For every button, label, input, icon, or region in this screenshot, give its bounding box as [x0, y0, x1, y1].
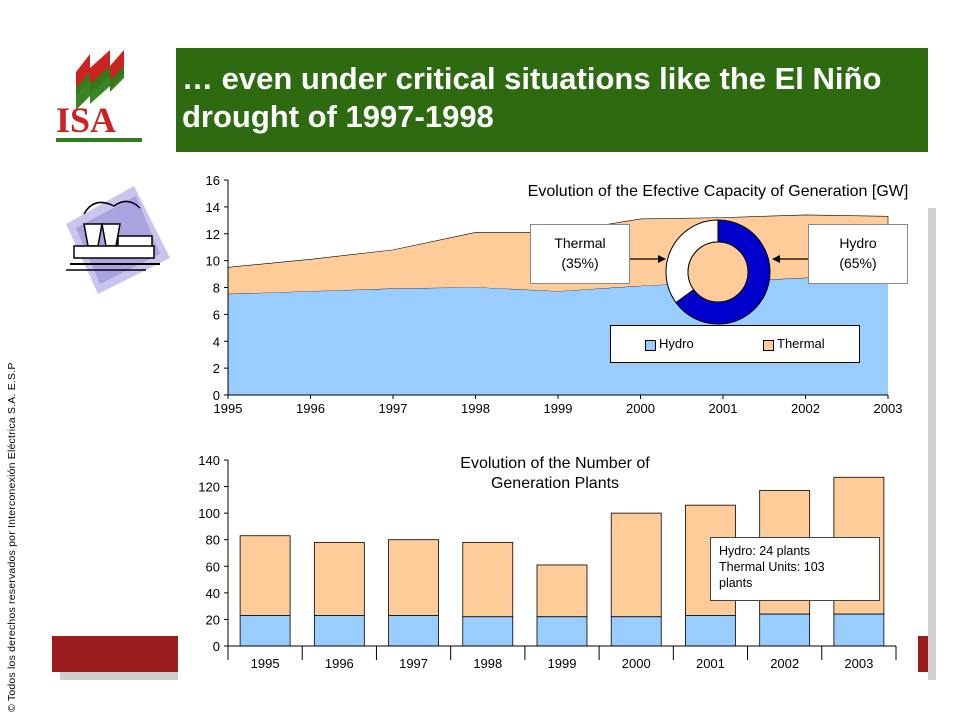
- hydro-annotation-line1: Hydro: [839, 235, 877, 251]
- chart1-y-tick-label: 4: [213, 334, 220, 349]
- chart1-y-tick-label: 6: [213, 307, 220, 322]
- chart1-x-tick-label: 2003: [874, 401, 903, 416]
- title-bar: [176, 48, 928, 152]
- chart1-y-tick-label: 10: [206, 254, 220, 269]
- bar-thermal: [239, 535, 291, 616]
- bar-hydro: [759, 613, 811, 647]
- chart2-x-tick-label: 1998: [473, 656, 502, 671]
- chart1-x-tick-label: 1996: [296, 401, 325, 416]
- bar-hydro: [388, 615, 439, 647]
- decor-shadow-right: [928, 208, 936, 680]
- chart2-y-tick-label: 40: [206, 586, 220, 601]
- isa-logo-icon: ISA: [56, 50, 142, 142]
- chart1-x-tick-label: 1999: [544, 401, 573, 416]
- legend-thermal-swatch: [763, 340, 774, 351]
- bar-hydro: [685, 615, 736, 647]
- legend-hydro-swatch: [645, 340, 656, 351]
- chart2-x-tick-label: 2002: [770, 656, 799, 671]
- chart1-y-tick-label: 2: [213, 361, 220, 376]
- chart1-legend: Hydro Thermal: [610, 325, 860, 363]
- chart1-x-tick-label: 2002: [791, 401, 820, 416]
- chart2-title-line2: Generation Plants: [491, 475, 619, 492]
- thermal-arrowhead: [658, 255, 666, 263]
- capacity-area-chart: Evolution of the Efective Capacity of Ge…: [206, 173, 909, 416]
- legend-thermal-label: Thermal: [777, 336, 825, 351]
- plants-annotation-line3: plants: [719, 576, 753, 590]
- chart2-y-tick-label: 140: [198, 453, 220, 468]
- chart2-title-line1: Evolution of the Number of: [460, 455, 650, 472]
- plants-annotation-line1: Hydro: 24 plants: [719, 544, 811, 558]
- chart2-y-tick-label: 0: [213, 639, 220, 654]
- bar-thermal: [388, 539, 439, 616]
- chart2-x-tick-label: 1997: [399, 656, 428, 671]
- chart2-y-tick-label: 120: [198, 480, 220, 495]
- pie-hole: [687, 241, 749, 303]
- chart2-x-tick-label: 1999: [548, 656, 577, 671]
- bar-hydro: [313, 615, 365, 647]
- copyright-text: © Todos los derechos reservados por Inte…: [6, 362, 18, 712]
- logo-text: ISA: [56, 100, 116, 140]
- chart1-x-tick-label: 1998: [461, 401, 490, 416]
- chart1-x-tick-label: 1997: [379, 401, 408, 416]
- chart2-x-tick-label: 1995: [251, 656, 280, 671]
- chart1-x-tick-label: 2001: [709, 401, 738, 416]
- bar-hydro: [462, 616, 514, 647]
- hydro-annotation-line2: (65%): [839, 255, 877, 271]
- hydro-arrowhead: [772, 255, 780, 263]
- bar-thermal: [313, 541, 365, 616]
- decor-shadow-left: [60, 672, 178, 680]
- slide-title: … even under critical situations like th…: [182, 61, 882, 134]
- chart2-y-tick-label: 20: [206, 612, 220, 627]
- decor-red-bar-right: [918, 636, 928, 672]
- thermal-annotation: Thermal (35%): [530, 224, 630, 284]
- chart1-y-tick-label: 16: [206, 173, 220, 188]
- chart1-y-tick-label: 8: [213, 281, 220, 296]
- bar-hydro: [536, 616, 588, 647]
- chart1-x-tick-label: 2000: [626, 401, 655, 416]
- bar-hydro: [610, 616, 662, 647]
- plants-annotation-line2: Thermal Units: 103: [719, 560, 825, 574]
- chart1-y-tick-label: 14: [206, 200, 220, 215]
- bar-hydro: [239, 615, 291, 647]
- bar-thermal: [610, 512, 662, 618]
- thermal-annotation-line2: (35%): [561, 255, 599, 271]
- chart1-x-tick-label: 1995: [214, 401, 243, 416]
- chart2-y-tick-label: 100: [198, 506, 220, 521]
- chart1-y-tick-label: 12: [206, 227, 220, 242]
- chart1-title: Evolution of the Efective Capacity of Ge…: [528, 183, 909, 200]
- chart2-x-tick-label: 2000: [622, 656, 651, 671]
- power-plant-clipart-icon: [66, 186, 170, 294]
- chart2-x-tick-label: 2003: [844, 656, 873, 671]
- chart2-y-tick-label: 60: [206, 559, 220, 574]
- thermal-annotation-line1: Thermal: [554, 235, 606, 251]
- bar-hydro: [833, 613, 885, 647]
- legend-hydro-label: Hydro: [659, 336, 694, 351]
- chart2-x-tick-label: 2001: [696, 656, 725, 671]
- plants-annotation: Hydro: 24 plants Thermal Units: 103 plan…: [710, 537, 880, 601]
- hydro-annotation: Hydro (65%): [808, 224, 908, 284]
- chart2-x-tick-label: 1996: [325, 656, 354, 671]
- chart1-y-tick-label: 0: [213, 388, 220, 403]
- bar-thermal: [462, 541, 514, 618]
- bar-thermal: [536, 564, 588, 618]
- chart2-y-tick-label: 80: [206, 533, 220, 548]
- decor-red-bar-left: [52, 636, 178, 672]
